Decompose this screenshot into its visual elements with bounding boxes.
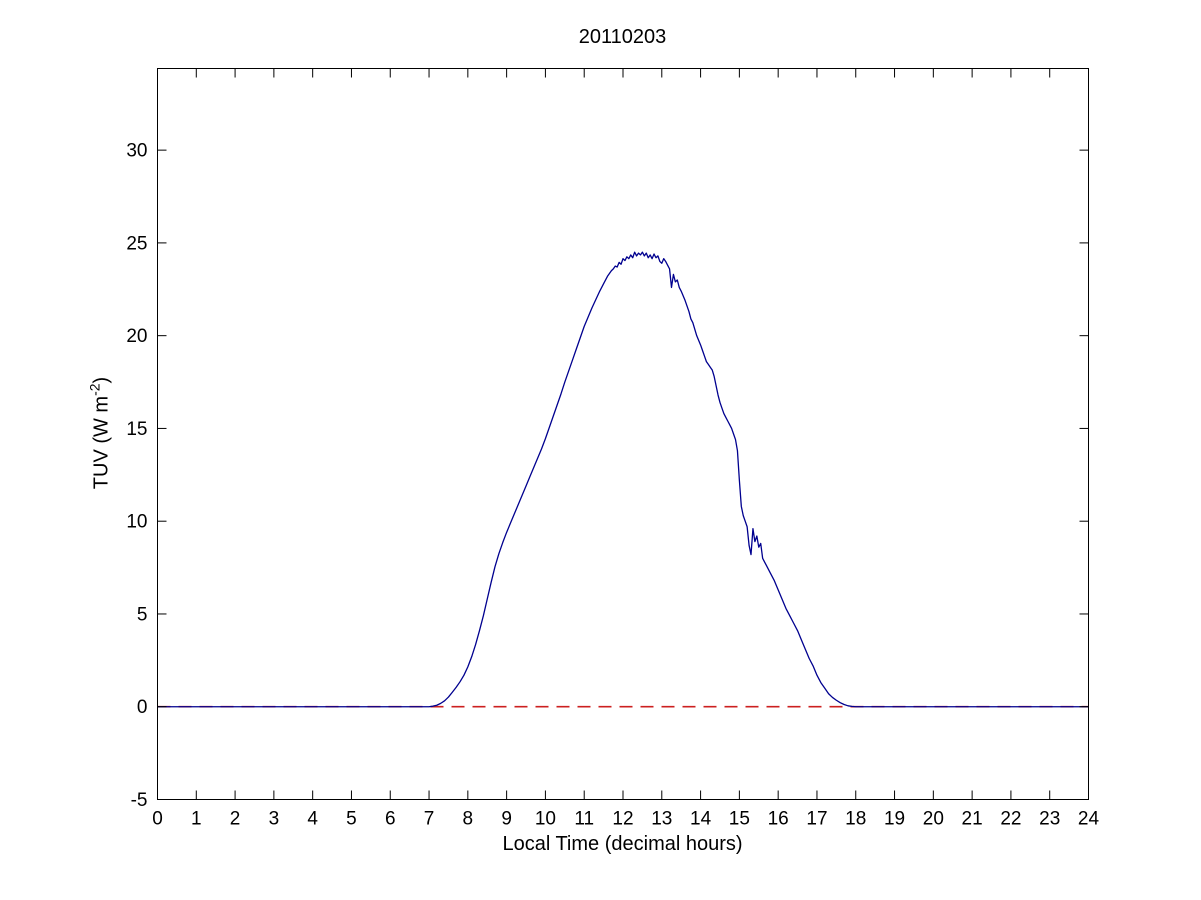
- x-tick-label: 7: [424, 809, 435, 830]
- x-tick-label: 22: [1000, 809, 1021, 830]
- y-tick-label: 25: [126, 233, 147, 254]
- y-tick-label: 0: [137, 697, 148, 718]
- y-axis-label: TUV (W m-2): [87, 377, 114, 489]
- x-tick-label: 6: [385, 809, 396, 830]
- x-tick-label: 20: [923, 809, 944, 830]
- x-tick-label: 14: [690, 809, 712, 830]
- x-tick-label: 23: [1039, 809, 1060, 830]
- x-tick-label: 11: [574, 809, 594, 830]
- y-tick-label: 20: [126, 326, 147, 347]
- x-tick-label: 17: [806, 809, 827, 830]
- y-tick-label: 15: [126, 419, 147, 440]
- y-tick-label: 5: [137, 604, 148, 625]
- x-axis-label: Local Time (decimal hours): [502, 833, 743, 855]
- x-tick-label: 21: [962, 809, 983, 830]
- y-axis-label-exponent: -2: [86, 383, 103, 396]
- x-tick-label: 15: [729, 809, 750, 830]
- x-tick-label: 10: [535, 809, 556, 830]
- x-tick-label: 12: [612, 809, 633, 830]
- x-tick-label: 4: [307, 809, 318, 830]
- y-tick-label: 30: [126, 141, 147, 162]
- x-tick-label: 8: [463, 809, 474, 830]
- y-tick-label: -5: [131, 790, 148, 811]
- axes-box: [157, 68, 1089, 800]
- x-tick-label: 13: [651, 809, 672, 830]
- plot-area: 0 1 2 3 4 5 6 7 8 9 10 11 12 13 14 15 16 17 18 19 20 21 22 23 24…: [126, 68, 1100, 830]
- x-tick-label: 0: [152, 809, 163, 830]
- y-tick-label: 10: [126, 512, 147, 533]
- x-tick-label: 16: [768, 809, 789, 830]
- x-tick-label: 24: [1078, 809, 1100, 830]
- x-tick-label: 5: [346, 809, 357, 830]
- x-tick-label: 18: [845, 809, 866, 830]
- x-tick-label: 19: [884, 809, 905, 830]
- y-axis-label-close: ): [90, 376, 113, 384]
- x-tick-label: 2: [230, 809, 241, 830]
- y-axis-label-text: TUV (W m: [90, 395, 113, 490]
- chart-title: 20110203: [578, 26, 667, 48]
- x-tick-label: 3: [269, 809, 280, 830]
- x-tick-label: 1: [191, 809, 202, 830]
- x-tick-label: 9: [501, 809, 512, 830]
- tuv-series-line: [157, 251, 1089, 708]
